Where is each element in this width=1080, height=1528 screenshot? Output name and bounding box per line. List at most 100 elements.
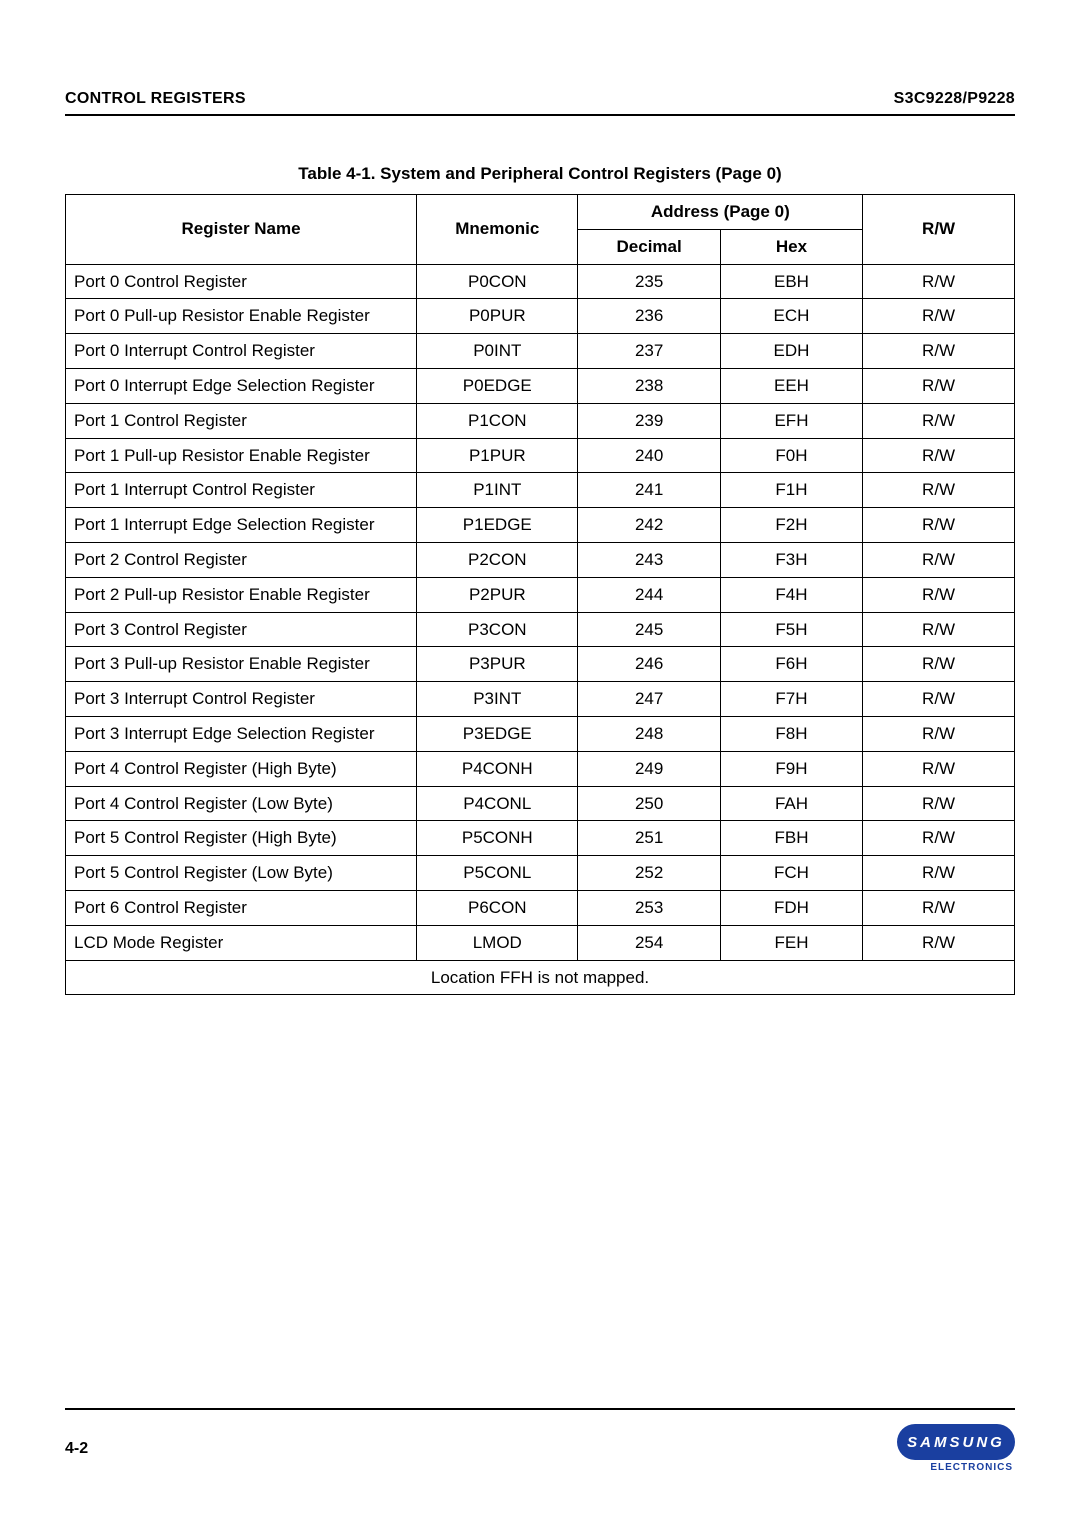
cell-mnemonic: P3INT [417, 682, 578, 717]
cell-rw: R/W [863, 751, 1015, 786]
cell-register-name: Port 3 Pull-up Resistor Enable Register [66, 647, 417, 682]
table-footnote-row: Location FFH is not mapped. [66, 960, 1015, 995]
cell-mnemonic: P2CON [417, 542, 578, 577]
table-row: LCD Mode RegisterLMOD254FEHR/W [66, 925, 1015, 960]
cell-rw: R/W [863, 786, 1015, 821]
table-row: Port 3 Pull-up Resistor Enable RegisterP… [66, 647, 1015, 682]
cell-mnemonic: LMOD [417, 925, 578, 960]
col-decimal: Decimal [578, 229, 720, 264]
cell-mnemonic: P1CON [417, 403, 578, 438]
registers-table: Register Name Mnemonic Address (Page 0) … [65, 194, 1015, 995]
cell-decimal: 241 [578, 473, 720, 508]
samsung-subtext: ELECTRONICS [930, 1462, 1013, 1473]
cell-mnemonic: P0INT [417, 334, 578, 369]
cell-mnemonic: P1EDGE [417, 508, 578, 543]
cell-register-name: Port 0 Control Register [66, 264, 417, 299]
cell-register-name: Port 1 Interrupt Edge Selection Register [66, 508, 417, 543]
table-row: Port 3 Control RegisterP3CON245F5HR/W [66, 612, 1015, 647]
col-rw: R/W [863, 195, 1015, 265]
cell-rw: R/W [863, 682, 1015, 717]
cell-register-name: LCD Mode Register [66, 925, 417, 960]
col-mnemonic: Mnemonic [417, 195, 578, 265]
table-row: Port 0 Interrupt Control RegisterP0INT23… [66, 334, 1015, 369]
table-row: Port 0 Control RegisterP0CON235EBHR/W [66, 264, 1015, 299]
cell-decimal: 243 [578, 542, 720, 577]
table-row: Port 1 Control RegisterP1CON239EFHR/W [66, 403, 1015, 438]
table-row: Port 5 Control Register (Low Byte)P5CONL… [66, 856, 1015, 891]
table-row: Port 1 Pull-up Resistor Enable RegisterP… [66, 438, 1015, 473]
cell-register-name: Port 0 Interrupt Control Register [66, 334, 417, 369]
cell-hex: F3H [720, 542, 862, 577]
cell-decimal: 242 [578, 508, 720, 543]
footer-row: 4-2 SAMSUNG ELECTRONICS [65, 1424, 1015, 1473]
cell-hex: F6H [720, 647, 862, 682]
col-hex: Hex [720, 229, 862, 264]
cell-register-name: Port 5 Control Register (Low Byte) [66, 856, 417, 891]
table-caption: Table 4-1. System and Peripheral Control… [65, 164, 1015, 184]
cell-decimal: 253 [578, 890, 720, 925]
cell-hex: FAH [720, 786, 862, 821]
cell-decimal: 249 [578, 751, 720, 786]
table-row: Port 0 Pull-up Resistor Enable RegisterP… [66, 299, 1015, 334]
table-row: Port 0 Interrupt Edge Selection Register… [66, 368, 1015, 403]
cell-register-name: Port 4 Control Register (Low Byte) [66, 786, 417, 821]
cell-mnemonic: P0PUR [417, 299, 578, 334]
cell-mnemonic: P0EDGE [417, 368, 578, 403]
table-row: Port 1 Interrupt Control RegisterP1INT24… [66, 473, 1015, 508]
page-header: CONTROL REGISTERS S3C9228/P9228 [65, 90, 1015, 108]
cell-hex: F0H [720, 438, 862, 473]
cell-mnemonic: P1INT [417, 473, 578, 508]
cell-rw: R/W [863, 438, 1015, 473]
footer-page-number: 4-2 [65, 1440, 88, 1458]
cell-register-name: Port 4 Control Register (High Byte) [66, 751, 417, 786]
col-address-group: Address (Page 0) [578, 195, 863, 230]
table-row: Port 6 Control RegisterP6CON253FDHR/W [66, 890, 1015, 925]
cell-hex: F9H [720, 751, 862, 786]
cell-register-name: Port 3 Control Register [66, 612, 417, 647]
cell-decimal: 251 [578, 821, 720, 856]
cell-mnemonic: P2PUR [417, 577, 578, 612]
cell-hex: F5H [720, 612, 862, 647]
cell-hex: EBH [720, 264, 862, 299]
cell-decimal: 247 [578, 682, 720, 717]
cell-register-name: Port 1 Interrupt Control Register [66, 473, 417, 508]
cell-hex: F4H [720, 577, 862, 612]
samsung-wordmark: SAMSUNG [897, 1424, 1015, 1460]
cell-register-name: Port 5 Control Register (High Byte) [66, 821, 417, 856]
cell-decimal: 250 [578, 786, 720, 821]
cell-hex: F7H [720, 682, 862, 717]
cell-hex: FCH [720, 856, 862, 891]
cell-rw: R/W [863, 299, 1015, 334]
cell-register-name: Port 6 Control Register [66, 890, 417, 925]
cell-rw: R/W [863, 577, 1015, 612]
cell-mnemonic: P4CONH [417, 751, 578, 786]
cell-decimal: 254 [578, 925, 720, 960]
cell-register-name: Port 0 Pull-up Resistor Enable Register [66, 299, 417, 334]
cell-register-name: Port 2 Control Register [66, 542, 417, 577]
cell-rw: R/W [863, 716, 1015, 751]
cell-mnemonic: P5CONH [417, 821, 578, 856]
cell-decimal: 238 [578, 368, 720, 403]
cell-decimal: 248 [578, 716, 720, 751]
cell-decimal: 246 [578, 647, 720, 682]
cell-rw: R/W [863, 334, 1015, 369]
cell-mnemonic: P3EDGE [417, 716, 578, 751]
cell-mnemonic: P4CONL [417, 786, 578, 821]
cell-mnemonic: P5CONL [417, 856, 578, 891]
table-row: Port 3 Interrupt Control RegisterP3INT24… [66, 682, 1015, 717]
table-head: Register Name Mnemonic Address (Page 0) … [66, 195, 1015, 265]
table-row: Port 5 Control Register (High Byte)P5CON… [66, 821, 1015, 856]
col-register-name: Register Name [66, 195, 417, 265]
cell-register-name: Port 3 Interrupt Control Register [66, 682, 417, 717]
cell-register-name: Port 0 Interrupt Edge Selection Register [66, 368, 417, 403]
table-row: Port 4 Control Register (High Byte)P4CON… [66, 751, 1015, 786]
page-footer: 4-2 SAMSUNG ELECTRONICS [65, 1408, 1015, 1473]
cell-mnemonic: P3PUR [417, 647, 578, 682]
page: CONTROL REGISTERS S3C9228/P9228 Table 4-… [0, 0, 1080, 1528]
cell-register-name: Port 1 Pull-up Resistor Enable Register [66, 438, 417, 473]
cell-register-name: Port 3 Interrupt Edge Selection Register [66, 716, 417, 751]
cell-mnemonic: P1PUR [417, 438, 578, 473]
cell-decimal: 245 [578, 612, 720, 647]
cell-rw: R/W [863, 821, 1015, 856]
cell-hex: EEH [720, 368, 862, 403]
